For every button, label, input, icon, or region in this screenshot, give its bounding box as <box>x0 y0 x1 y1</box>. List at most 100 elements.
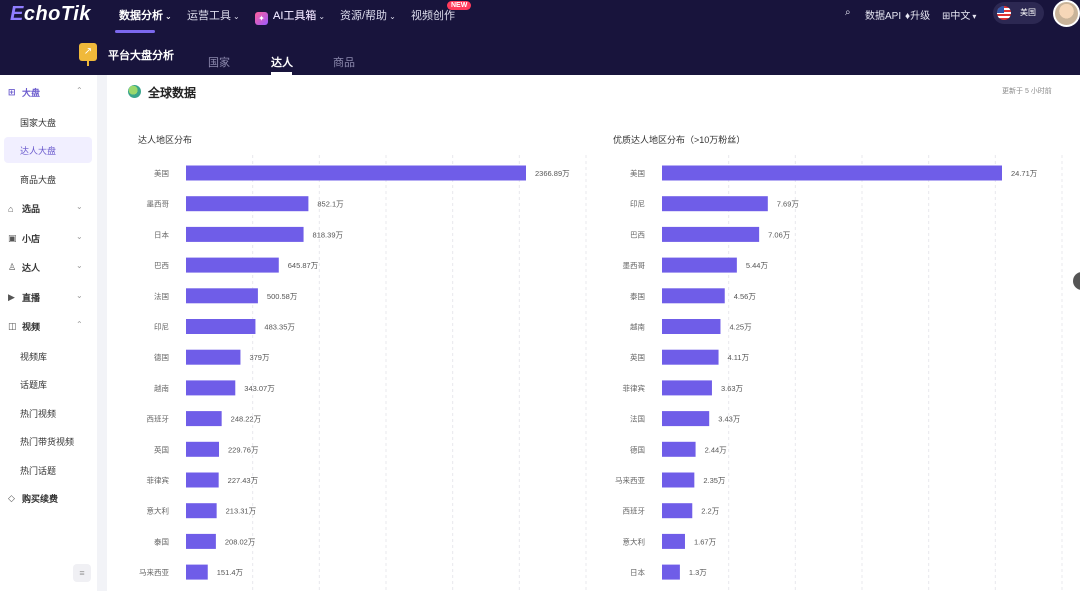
data-label: 3.43万 <box>718 415 741 424</box>
echotik-logo[interactable]: EchoTik <box>10 3 91 25</box>
y-tick-label: 美国 <box>630 168 645 178</box>
bar[interactable] <box>662 503 693 519</box>
nav-data-analysis[interactable]: 数据分析 ⌄ <box>119 10 172 22</box>
bar[interactable] <box>662 165 1002 181</box>
sidebar-group-product-selection[interactable]: ⌂ 选品 <box>8 203 41 215</box>
sidebar-group-shop[interactable]: ▣ 小店 <box>8 233 41 244</box>
bar[interactable] <box>186 319 256 334</box>
chevron-down-icon[interactable]: ⌄ <box>76 232 83 241</box>
bar[interactable] <box>186 472 219 488</box>
bar[interactable] <box>186 226 304 242</box>
floating-assistant-handle[interactable] <box>1073 272 1080 290</box>
upgrade-button[interactable]: ♦升级 <box>905 11 931 22</box>
language-selector[interactable]: ⊞中文 ▾ <box>942 11 977 22</box>
grid-icon: ⊞ <box>8 87 16 97</box>
bar[interactable] <box>662 257 737 273</box>
globe-icon <box>128 85 141 98</box>
sidebar-group-purchase[interactable]: ◇ 购买续费 <box>8 493 59 504</box>
diamond-icon: ♦ <box>905 11 911 22</box>
sidebar-group-creators[interactable]: ♙ 达人 <box>8 262 41 273</box>
bar[interactable] <box>186 411 222 427</box>
section-title: 全球数据 <box>148 86 197 100</box>
sidebar-item-video-library[interactable]: 视频库 <box>20 352 48 362</box>
bar[interactable] <box>662 411 710 427</box>
top-navbar: EchoTik 数据分析 ⌄ 运营工具 ⌄ ✦ AI工具箱 ⌄ 资源/帮助 ⌄ 视频创作 … <box>0 0 1080 75</box>
bar[interactable] <box>662 380 712 396</box>
sidebar-item-hot-selling-videos[interactable]: 热门带货视频 <box>20 437 75 447</box>
y-tick-label: 法国 <box>154 291 169 301</box>
y-tick-label: 英国 <box>630 352 645 362</box>
sidebar-item-country-dashboard[interactable]: 国家大盘 <box>20 118 57 128</box>
sidebar-group-live[interactable]: ▶ 直播 <box>8 292 41 303</box>
nav-resources-help[interactable]: 资源/帮助 ⌄ <box>340 10 396 22</box>
bar[interactable] <box>186 380 236 396</box>
y-tick-label: 西班牙 <box>623 506 646 516</box>
y-tick-label: 越南 <box>154 383 169 393</box>
y-tick-label: 马来西亚 <box>139 568 169 577</box>
caret-down-icon: ▾ <box>972 12 977 21</box>
sidebar-item-product-dashboard[interactable]: 商品大盘 <box>20 175 57 185</box>
bar[interactable] <box>186 196 309 212</box>
update-time: 更新于 5 小时前 <box>1002 88 1052 95</box>
data-label: 208.02万 <box>225 537 256 546</box>
bar[interactable] <box>662 349 719 365</box>
page-title: 平台大盘分析 <box>108 50 174 62</box>
new-badge: NEW <box>447 1 472 10</box>
y-tick-label: 意大利 <box>147 506 170 516</box>
bar[interactable] <box>186 257 279 273</box>
bar[interactable] <box>662 441 696 457</box>
sidebar-item-creator-dashboard[interactable]: 达人大盘 <box>20 146 57 156</box>
bar[interactable] <box>186 441 220 457</box>
chevron-down-icon[interactable]: ⌄ <box>76 261 83 270</box>
chevron-down-icon: ⌄ <box>233 12 240 21</box>
y-tick-label: 泰国 <box>154 536 169 546</box>
data-label: 500.58万 <box>267 292 298 301</box>
nav-video-creation[interactable]: 视频创作 <box>411 10 455 22</box>
region-selector[interactable]: 美国 <box>993 2 1044 24</box>
sidebar-group-video[interactable]: ◫ 视频 <box>8 321 41 332</box>
chevron-up-icon[interactable]: ⌃ <box>76 320 83 329</box>
us-flag-icon <box>997 6 1011 20</box>
bar[interactable] <box>662 319 721 334</box>
sidebar-item-hot-topics[interactable]: 热门话题 <box>20 466 57 476</box>
search-icon[interactable]: ⌕ <box>845 7 851 18</box>
sidebar: ⊞ 大盘 ⌃ 国家大盘 达人大盘 商品大盘 ⌂ 选品 ⌄ ▣ 小店 ⌄ ♙ 达人 ⌄ ▶… <box>0 75 97 591</box>
bar[interactable] <box>662 533 685 549</box>
sidebar-item-hot-videos[interactable]: 热门视频 <box>20 409 57 419</box>
tab-active-indicator <box>271 72 292 75</box>
chart-title-creators: 达人地区分布 <box>138 135 193 145</box>
bar[interactable] <box>186 533 216 549</box>
data-api-link[interactable]: 数据API <box>865 11 902 22</box>
data-label: 379万 <box>249 353 270 362</box>
user-avatar[interactable] <box>1053 0 1080 27</box>
bar[interactable] <box>662 564 680 580</box>
chevron-up-icon[interactable]: ⌃ <box>76 86 83 95</box>
nav-ai-toolbox[interactable]: ✦ AI工具箱 ⌄ <box>255 7 325 25</box>
sidebar-item-topic-library[interactable]: 话题库 <box>20 380 48 390</box>
bar[interactable] <box>186 165 526 181</box>
y-tick-label: 英国 <box>154 444 169 454</box>
sidebar-group-dapan[interactable]: ⊞ 大盘 <box>8 87 41 98</box>
bar[interactable] <box>662 472 695 488</box>
shop-icon: ▣ <box>8 233 17 243</box>
chevron-down-icon[interactable]: ⌄ <box>76 202 83 211</box>
y-tick-label: 印尼 <box>154 323 169 332</box>
tab-country[interactable]: 国家 <box>208 57 230 69</box>
bar[interactable] <box>186 349 241 365</box>
tab-creators[interactable]: 达人 <box>271 57 293 69</box>
bar[interactable] <box>186 288 258 304</box>
data-label: 227.43万 <box>228 476 259 485</box>
video-icon: ◫ <box>8 321 17 331</box>
bar[interactable] <box>186 503 217 519</box>
bar[interactable] <box>662 196 768 212</box>
sidebar-active-highlight <box>4 137 92 163</box>
tab-products[interactable]: 商品 <box>333 57 355 69</box>
bar[interactable] <box>186 564 208 580</box>
data-label: 4.11万 <box>728 353 750 362</box>
sidebar-collapse-button[interactable]: ≡ <box>73 564 91 582</box>
bar[interactable] <box>662 288 725 304</box>
chevron-down-icon[interactable]: ⌄ <box>76 291 83 300</box>
nav-operation-tools[interactable]: 运营工具 ⌄ <box>187 10 240 22</box>
bar[interactable] <box>662 226 760 242</box>
